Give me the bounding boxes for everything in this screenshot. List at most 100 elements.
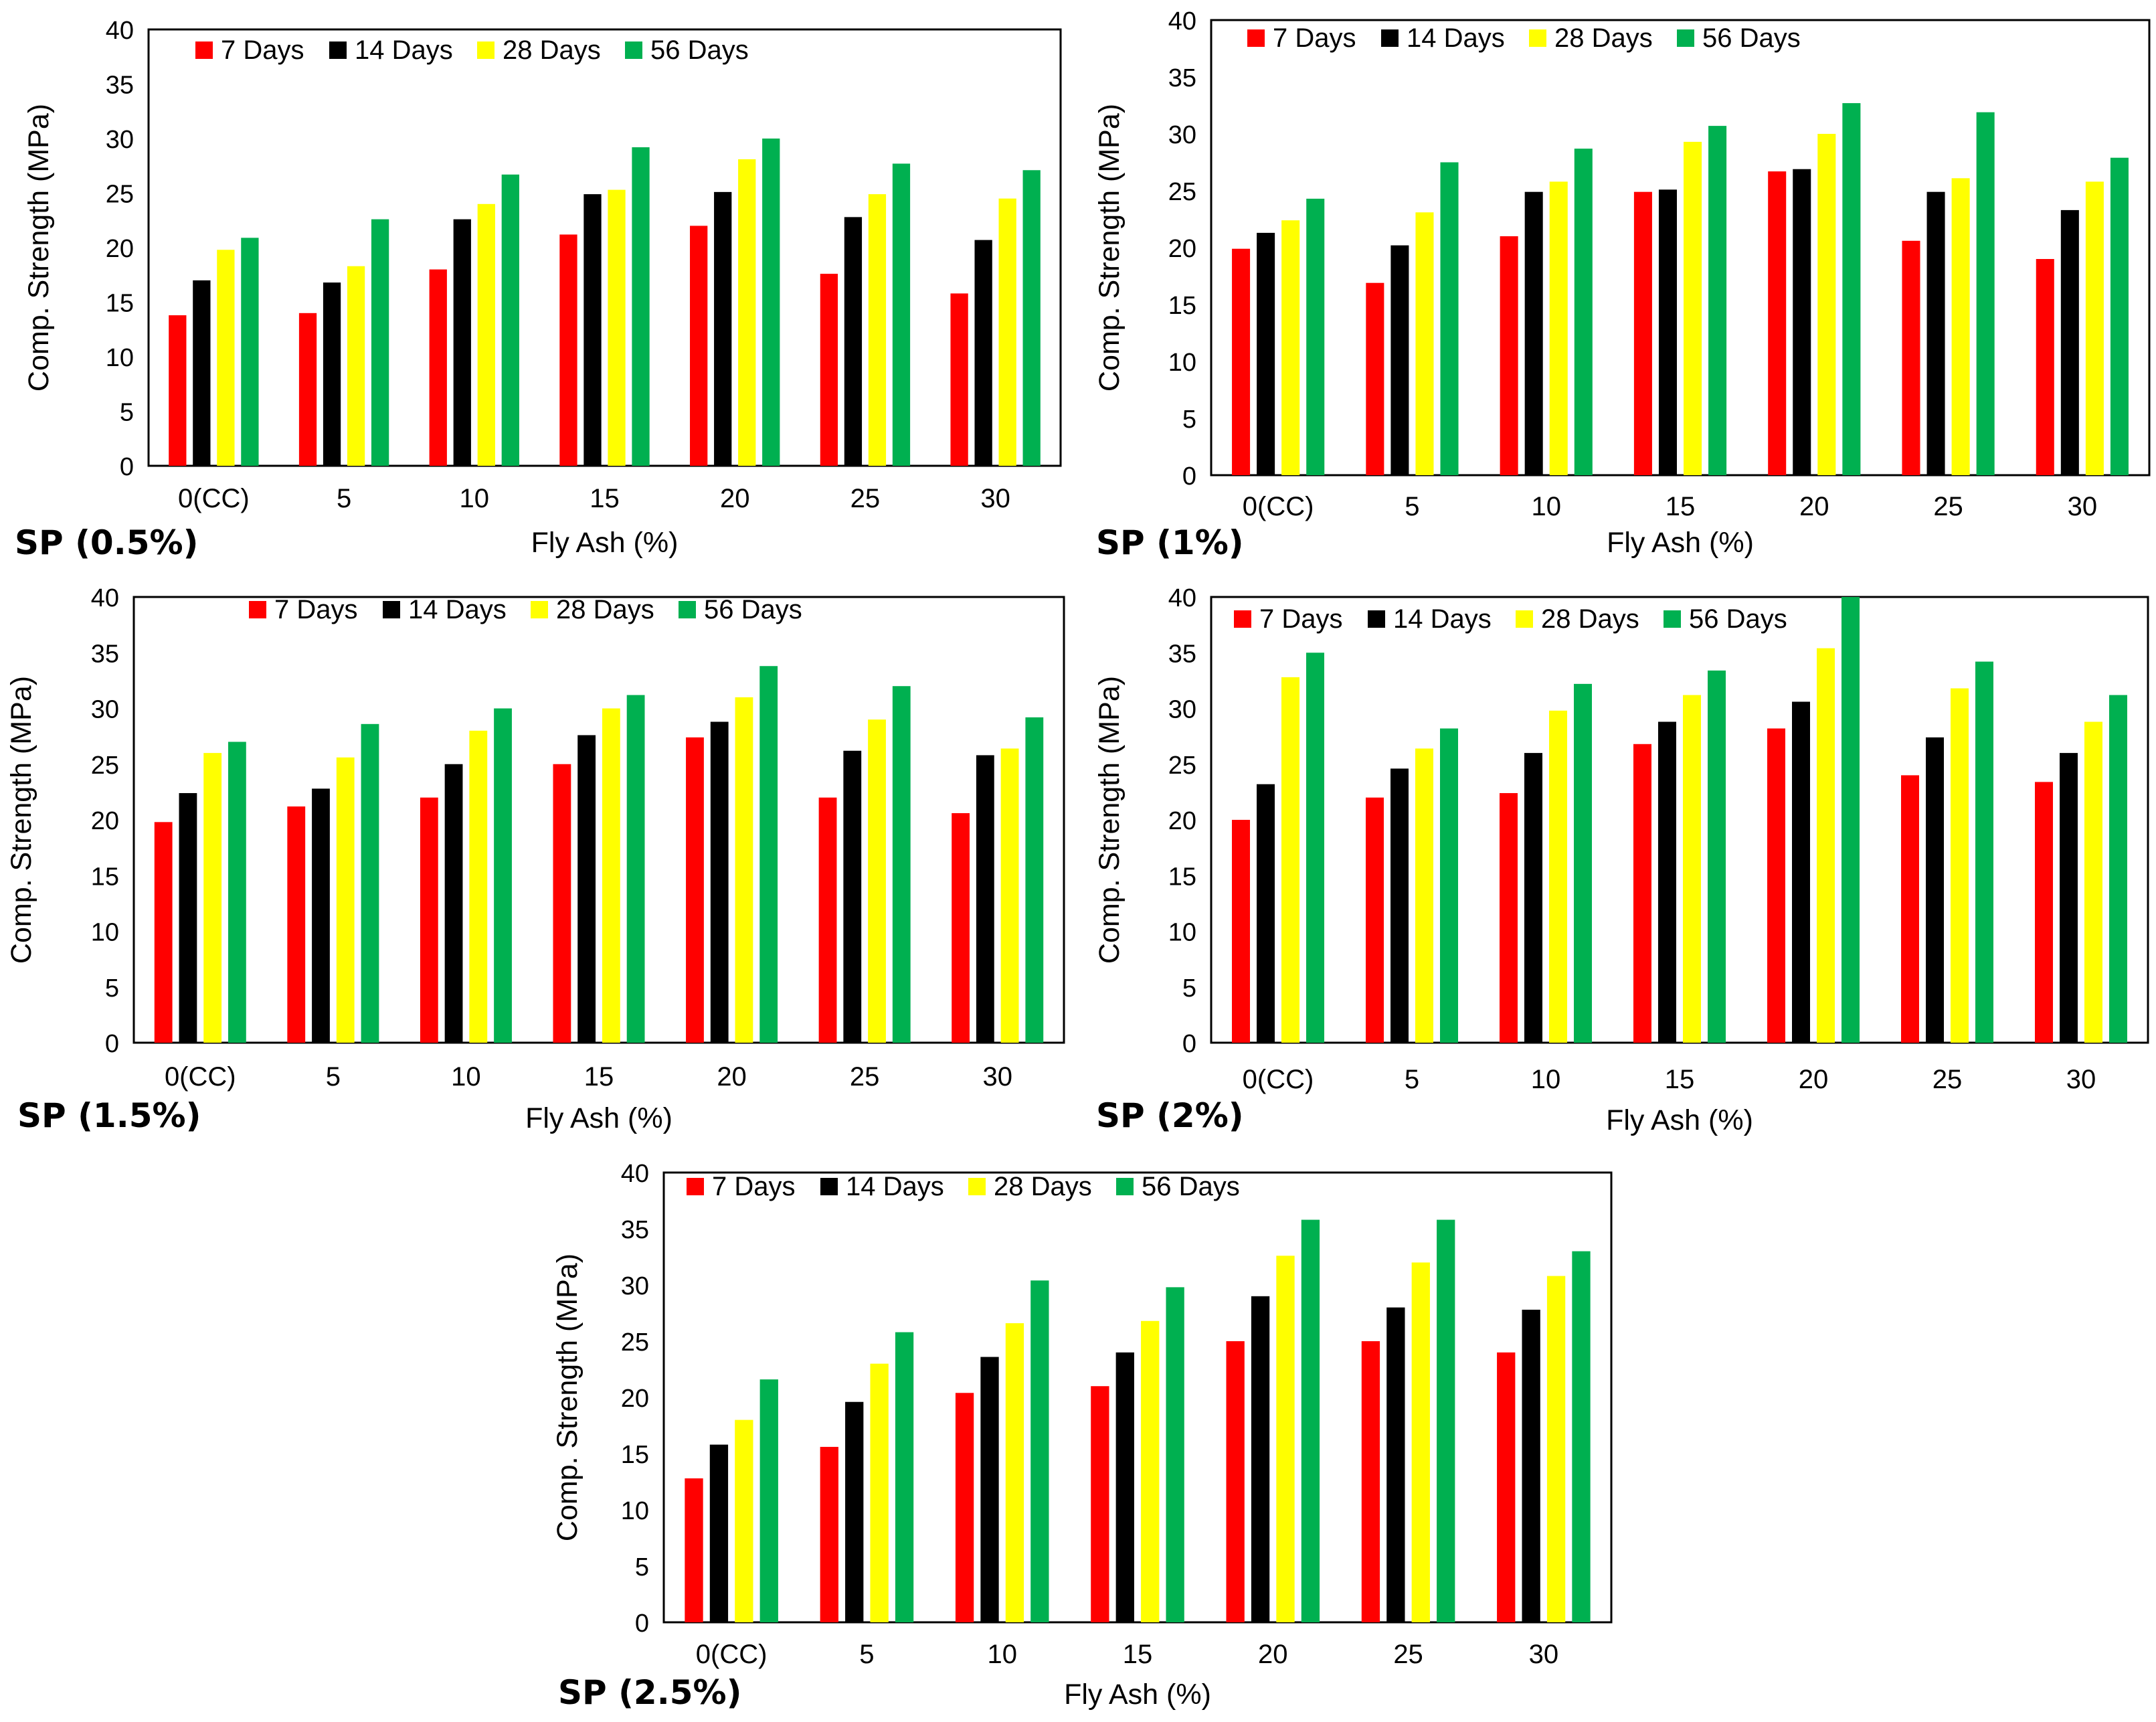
bar-28-days: [1141, 1320, 1160, 1622]
bar-28-days: [868, 194, 887, 466]
y-tick-label: 40: [1168, 584, 1196, 612]
bar-28-days: [217, 250, 235, 466]
bar-56-days: [1574, 683, 1592, 1043]
bar-7-days: [1232, 820, 1250, 1043]
y-tick-label: 25: [1168, 178, 1196, 206]
bar-7-days: [1361, 1341, 1380, 1622]
y-tick-label: 20: [1168, 235, 1196, 263]
bar-chart: 0 5 10 15 20 25 30 35 40 0(CC) 5 10 15 20 25 30 7 Days 14…: [1093, 7, 2151, 559]
plot-area: [662, 1171, 1613, 1624]
x-tick-label: 30: [1529, 1640, 1559, 1669]
bar-14-days: [179, 793, 197, 1043]
x-tick-label: 0(CC): [1243, 492, 1314, 521]
bar-7-days: [553, 764, 571, 1043]
y-tick-label: 40: [1168, 7, 1196, 35]
bar-14-days: [1793, 169, 1811, 475]
bar-chart: 0 5 10 15 20 25 30 35 40 0(CC) 5 10 15 20 25 30 7 Days 14…: [5, 584, 1065, 1134]
bar-28-days: [2084, 721, 2102, 1043]
y-tick-label: 40: [106, 17, 134, 45]
bar-28-days: [1411, 1262, 1430, 1622]
x-tick-label: 20: [717, 1062, 747, 1092]
x-tick-label: 10: [1531, 1065, 1561, 1094]
bar-7-days: [1901, 775, 1919, 1043]
x-axis-label: Fly Ash (%): [531, 527, 679, 559]
bar-56-days: [759, 1379, 778, 1622]
legend-swatch: [1529, 29, 1546, 47]
y-tick-label: 20: [91, 807, 119, 835]
y-tick-label: 5: [1182, 974, 1196, 1003]
bar-28-days: [1415, 212, 1434, 475]
bar-56-days: [1301, 1219, 1320, 1622]
bar-14-days: [193, 280, 211, 466]
chart-panel-sp-2-5: 0 5 10 15 20 25 30 35 40 0(CC) 5 10 15 20 25 30 7 Days 14…: [542, 1151, 1613, 1722]
y-tick-label: 20: [621, 1385, 649, 1413]
bar-14-days: [1251, 1296, 1270, 1622]
bar-56-days: [241, 238, 259, 466]
bar-7-days: [1902, 240, 1920, 475]
y-tick-label: 20: [106, 235, 134, 263]
bar-7-days: [154, 822, 173, 1043]
bar-14-days: [323, 282, 341, 466]
bar-28-days: [735, 1419, 753, 1622]
bar-28-days: [1281, 677, 1299, 1043]
y-tick-label: 15: [91, 863, 119, 891]
bar-14-days: [976, 755, 994, 1043]
bar-7-days: [1500, 793, 1518, 1043]
bar-56-days: [501, 174, 519, 466]
bar-7-days: [1633, 744, 1651, 1043]
bar-56-days: [892, 163, 911, 466]
bar-56-days: [892, 686, 911, 1043]
panel-label: SP (1.5%): [17, 1096, 201, 1135]
bar-28-days: [1817, 648, 1835, 1043]
bar-56-days: [632, 147, 650, 466]
bar-7-days: [1767, 728, 1785, 1043]
bar-14-days: [980, 1357, 999, 1622]
legend-label: 7 Days: [712, 1172, 796, 1201]
bar-28-days: [203, 753, 222, 1043]
plot-area: [1210, 19, 2151, 477]
legend-label: 56 Days: [1689, 604, 1787, 634]
y-tick-label: 25: [91, 752, 119, 780]
y-tick-label: 10: [621, 1497, 649, 1525]
bar-56-days: [762, 139, 780, 466]
legend-swatch: [687, 1178, 704, 1195]
x-tick-label: 25: [850, 1062, 880, 1092]
y-axis-label: Comp. Strength (MPa): [23, 104, 55, 392]
bar-chart: 0 5 10 15 20 25 30 35 40 0(CC) 5 10 15 20 25 30 7 Days 14…: [551, 1160, 1613, 1711]
legend-swatch: [968, 1178, 986, 1195]
bar-7-days: [818, 797, 837, 1043]
y-tick-label: 25: [1168, 752, 1196, 780]
bar-56-days: [1841, 597, 1860, 1043]
chart-panel-sp-2: 0 5 10 15 20 25 30 35 40 0(CC) 5 10 15 20 25 30 7 Days 14…: [1077, 576, 2156, 1151]
x-tick-label: 25: [1393, 1640, 1423, 1669]
bar-chart: 0 5 10 15 20 25 30 35 40 0(CC) 5 10 15 20 25 30 7 Days 14…: [1093, 584, 2149, 1136]
legend-swatch: [1664, 610, 1681, 628]
bar-7-days: [1366, 797, 1384, 1043]
bar-28-days: [1000, 748, 1019, 1043]
y-tick-label: 0: [1182, 462, 1196, 491]
legend-label: 14 Days: [355, 35, 453, 65]
y-axis-label: Comp. Strength (MPa): [5, 676, 37, 964]
bar-14-days: [2060, 753, 2078, 1043]
legend-swatch: [329, 41, 347, 59]
legend-swatch: [1368, 610, 1385, 628]
x-tick-label: 25: [850, 484, 881, 513]
bar-14-days: [1257, 784, 1275, 1043]
y-tick-label: 35: [106, 72, 134, 100]
legend-label: 7 Days: [1273, 23, 1356, 53]
x-tick-label: 20: [1799, 492, 1829, 521]
legend-swatch: [1234, 610, 1251, 628]
plot-area: [132, 596, 1065, 1044]
bar-28-days: [477, 203, 495, 466]
legend-swatch: [383, 601, 400, 618]
legend-swatch: [1677, 29, 1694, 47]
bar-28-days: [735, 697, 753, 1043]
x-tick-label: 0(CC): [178, 484, 250, 513]
y-tick-label: 5: [635, 1553, 649, 1581]
bar-28-days: [1276, 1256, 1295, 1622]
bar-14-days: [844, 217, 863, 466]
bar-28-days: [1546, 1276, 1566, 1622]
x-tick-label: 5: [859, 1640, 874, 1669]
panel-label: SP (2%): [1096, 1096, 1244, 1135]
legend-swatch: [249, 601, 266, 618]
